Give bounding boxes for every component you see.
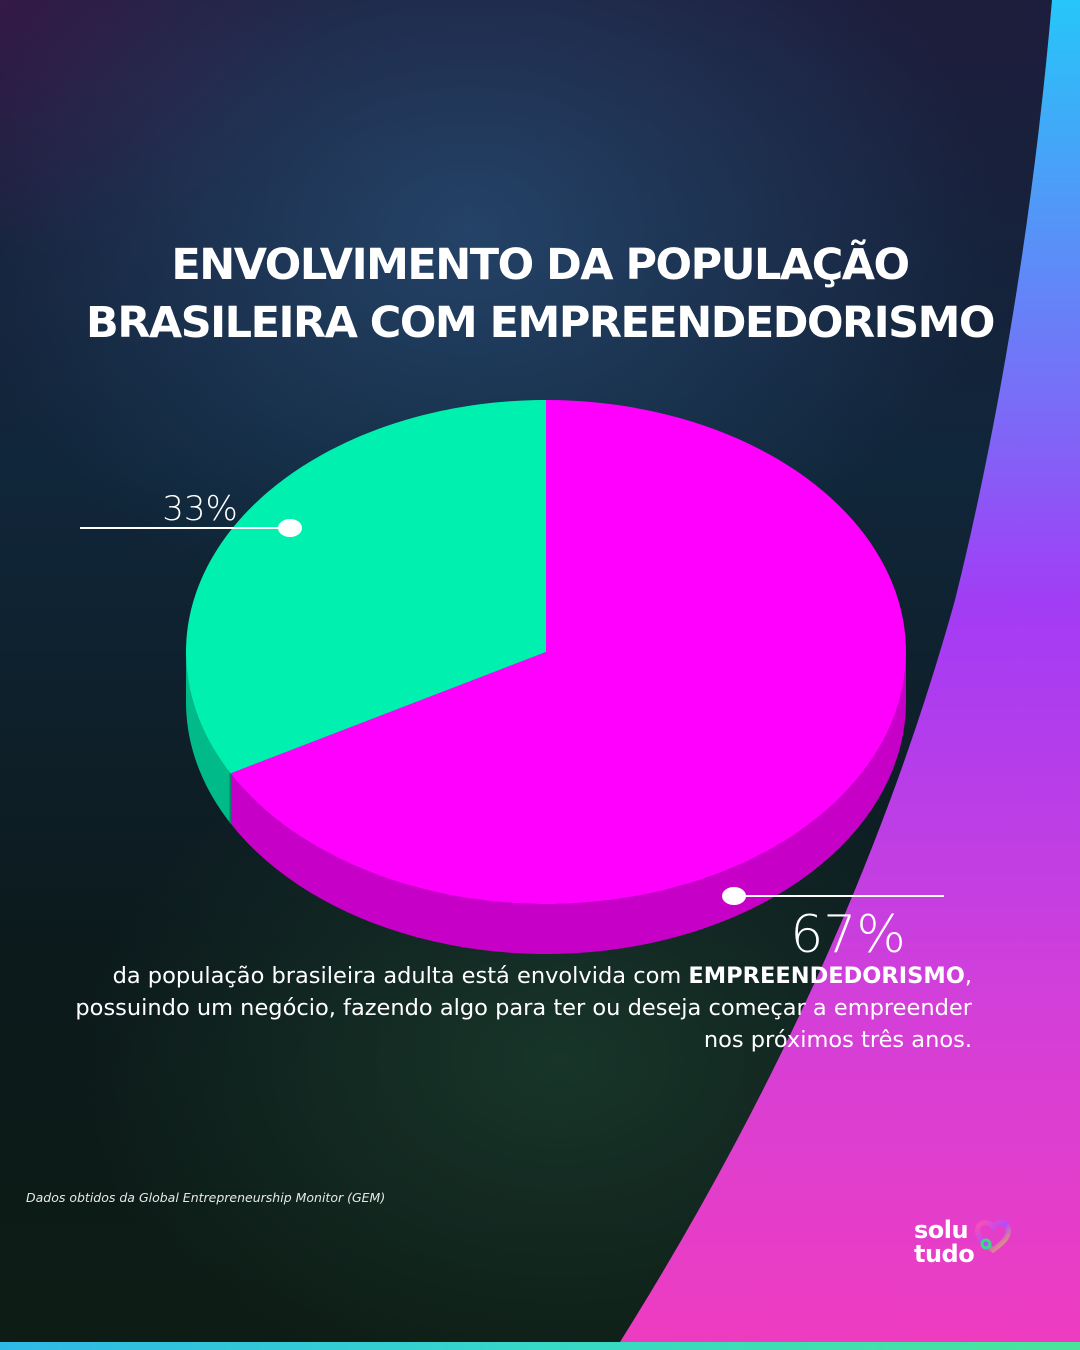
- leader-dot-33: [278, 519, 302, 537]
- pie-slice-side-0: [186, 652, 231, 824]
- pie-slice-side-1: [230, 652, 906, 954]
- pie-slice-0: [186, 400, 546, 774]
- logo-word-1: solu: [914, 1216, 969, 1244]
- brand-logo: solu tudo: [914, 1212, 1024, 1272]
- title-line-2: BRASILEIRA COM EMPREENDEDORISMO: [86, 298, 995, 348]
- title-line-1: ENVOLVIMENTO DA POPULAÇÃO: [171, 240, 910, 290]
- description-part-1: da população brasileira adulta está envo…: [112, 963, 689, 989]
- bottom-accent-bar: [0, 1342, 1080, 1350]
- page-title: ENVOLVIMENTO DA POPULAÇÃO BRASILEIRA COM…: [40, 236, 1040, 352]
- logo-word-2: tudo: [914, 1240, 975, 1268]
- pie-slice-1: [230, 400, 906, 904]
- description-emphasis: EMPREENDEDORISMO: [688, 963, 965, 989]
- heart-icon: [975, 1220, 1011, 1254]
- description-part-2: , possuindo um negócio, fazendo algo par…: [75, 963, 972, 1053]
- description-text: da população brasileira adulta está envo…: [72, 960, 972, 1056]
- leader-dot-67: [722, 887, 746, 905]
- data-label-67: 67%: [790, 905, 906, 965]
- source-note: Dados obtidos da Global Entrepreneurship…: [26, 1190, 386, 1205]
- data-label-33: 33%: [162, 489, 238, 529]
